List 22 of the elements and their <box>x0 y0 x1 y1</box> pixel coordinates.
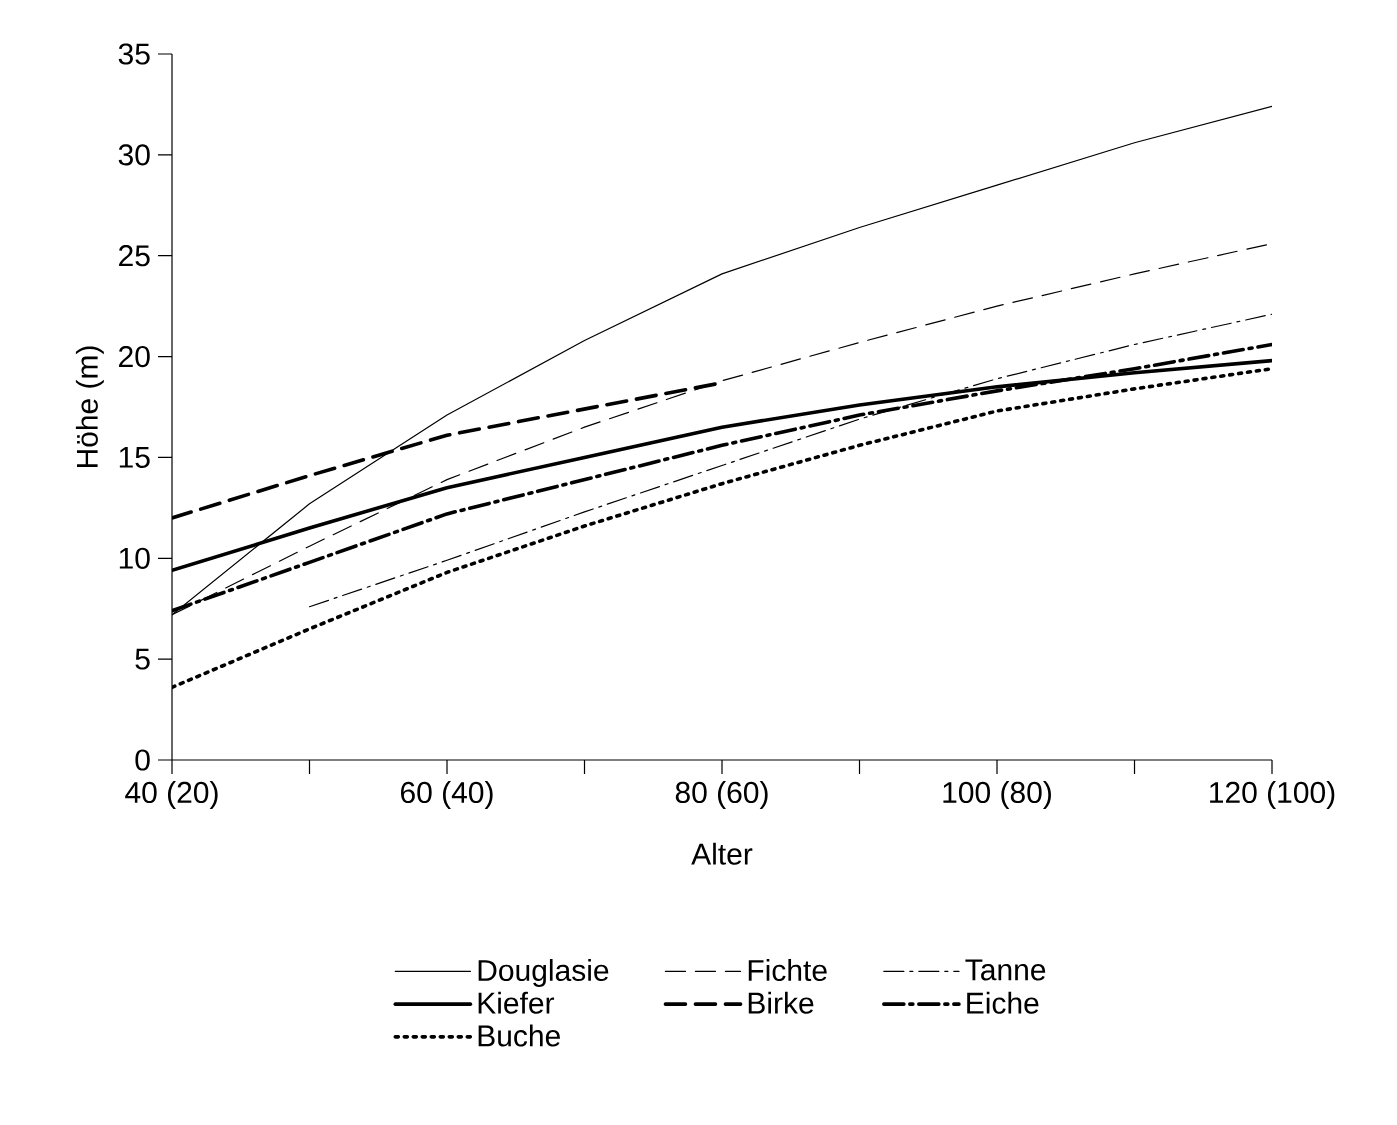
legend-label: Douglasie <box>478 959 609 987</box>
legend-label: Kiefer <box>478 991 555 1014</box>
y-tick-label: 15 <box>119 446 150 468</box>
x-tick-label: 120 (100) <box>1210 781 1335 810</box>
legend-label: Eiche <box>967 991 1039 1014</box>
legend-label: Tanne <box>965 959 1046 981</box>
y-tick-label: 5 <box>135 648 150 670</box>
x-axis-title: Alter <box>691 842 753 865</box>
legend-label: Fichte <box>748 959 827 982</box>
y-tick-label: 20 <box>119 345 150 368</box>
legend-label: Birke <box>748 991 814 1014</box>
y-tick-label: 30 <box>118 144 150 166</box>
x-tick-label: 40 (20) <box>125 781 218 810</box>
y-tick-label: 0 <box>135 749 150 771</box>
x-tick-label: 100 (80) <box>943 781 1051 810</box>
y-tick-label: 10 <box>119 547 150 569</box>
y-tick-label: 35 <box>118 43 150 65</box>
y-tick-label: 25 <box>119 245 150 267</box>
y-axis-title: Höhe (m) <box>75 346 104 468</box>
x-tick-label: 80 (60) <box>675 781 768 810</box>
x-tick-label: 60 (40) <box>401 781 493 810</box>
legend-label: Buche <box>478 1024 560 1047</box>
